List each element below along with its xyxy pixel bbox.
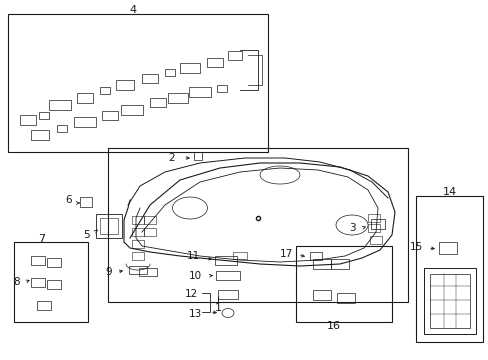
Bar xyxy=(143,228,156,236)
Bar xyxy=(39,112,49,118)
Bar xyxy=(312,290,330,300)
Bar xyxy=(132,240,143,248)
Bar xyxy=(47,257,61,266)
Bar xyxy=(295,246,391,322)
Bar xyxy=(415,196,482,342)
Bar xyxy=(143,216,156,224)
Bar xyxy=(102,111,118,120)
Bar xyxy=(216,270,240,279)
Bar xyxy=(218,289,238,298)
Bar xyxy=(74,117,96,127)
Bar xyxy=(370,219,384,229)
Bar xyxy=(232,252,246,258)
Text: 1: 1 xyxy=(214,303,221,313)
Bar xyxy=(189,87,210,97)
Text: 8: 8 xyxy=(13,277,20,287)
Text: 16: 16 xyxy=(326,321,340,331)
Bar xyxy=(31,278,45,287)
Bar xyxy=(217,85,226,91)
Bar xyxy=(142,73,158,82)
Bar xyxy=(180,63,200,73)
Text: 12: 12 xyxy=(184,289,198,299)
Bar xyxy=(31,256,45,265)
Bar xyxy=(14,242,88,322)
Text: 7: 7 xyxy=(38,234,45,244)
Bar xyxy=(367,224,379,232)
Bar xyxy=(227,50,242,59)
Bar xyxy=(49,100,71,110)
Bar xyxy=(132,228,143,236)
Text: 9: 9 xyxy=(105,267,112,277)
Bar xyxy=(164,68,175,76)
Bar xyxy=(77,93,93,103)
Text: 3: 3 xyxy=(348,223,355,233)
Bar xyxy=(121,105,142,115)
Text: 14: 14 xyxy=(442,187,456,197)
Bar xyxy=(129,266,147,274)
Text: 15: 15 xyxy=(409,242,422,252)
Bar xyxy=(47,279,61,288)
Bar xyxy=(423,268,475,334)
Bar xyxy=(330,259,348,269)
Bar xyxy=(438,242,456,254)
Bar xyxy=(150,98,165,107)
Bar xyxy=(139,268,157,276)
Bar xyxy=(312,259,330,269)
Text: 5: 5 xyxy=(83,230,90,240)
Text: 13: 13 xyxy=(188,309,202,319)
Bar xyxy=(168,93,187,103)
Bar xyxy=(215,256,237,265)
Bar xyxy=(37,301,51,310)
Bar xyxy=(132,252,143,260)
Text: 2: 2 xyxy=(168,153,175,163)
Bar xyxy=(116,80,134,90)
Bar xyxy=(20,115,36,125)
Bar xyxy=(96,214,122,238)
Bar xyxy=(194,152,202,160)
Text: 11: 11 xyxy=(186,251,200,261)
Bar xyxy=(8,14,267,152)
Bar xyxy=(31,130,49,140)
Text: 10: 10 xyxy=(188,271,202,281)
Text: 17: 17 xyxy=(279,249,292,259)
Bar xyxy=(367,214,379,222)
Bar xyxy=(100,86,110,94)
Bar xyxy=(429,274,469,328)
Bar xyxy=(57,125,67,131)
Bar xyxy=(369,236,381,244)
Bar xyxy=(336,293,354,303)
Bar xyxy=(132,216,143,224)
Bar xyxy=(309,252,321,260)
Bar xyxy=(100,218,118,234)
Bar xyxy=(80,197,92,207)
Text: 6: 6 xyxy=(65,195,72,205)
Text: 4: 4 xyxy=(129,5,136,15)
Bar xyxy=(206,58,223,67)
Bar xyxy=(108,148,407,302)
